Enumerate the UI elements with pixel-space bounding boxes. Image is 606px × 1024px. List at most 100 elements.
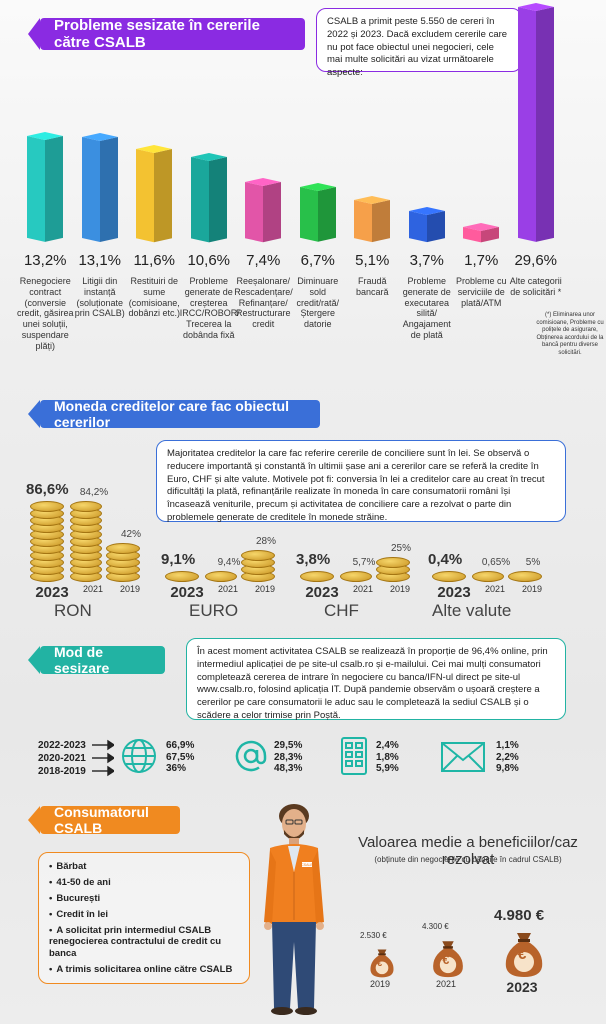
section-currency-title: Moneda creditelor care fac obiectul cere… xyxy=(54,398,289,430)
section-mode-title: Mod de sesizare xyxy=(54,644,110,676)
money-bag-icon xyxy=(505,933,543,977)
currency-year: 2021 xyxy=(82,584,104,594)
at-value: 48,3% xyxy=(274,763,303,774)
euro-symbol: € xyxy=(442,951,450,967)
bar-value-label: 5,1% xyxy=(355,252,390,269)
benefit-title: Valoarea medie a beneficiilor/caz rezolv… xyxy=(358,834,578,868)
bar xyxy=(517,3,554,242)
bar-value-label: 7,4% xyxy=(246,252,281,269)
currency-year-value: 5% xyxy=(525,557,541,568)
globe-value: 66,9% xyxy=(166,740,195,751)
benefit-year: 2023 xyxy=(506,979,538,995)
bar xyxy=(299,183,336,242)
section-mode-banner: Mod de sesizare xyxy=(28,644,165,676)
currency-year: 2023 xyxy=(305,584,339,601)
currency-year: 2023 xyxy=(437,584,471,601)
building-icon xyxy=(341,737,367,775)
section-consumer-banner: Consumatorul CSALB xyxy=(28,804,180,836)
currency-year-value: 0,65% xyxy=(481,557,511,568)
globe-value: 67,5% xyxy=(166,751,195,763)
bar-value-label: 1,7% xyxy=(464,252,499,269)
bar-value-label: 13,2% xyxy=(23,252,67,269)
arrows-icon xyxy=(92,739,114,777)
bar-value-label: 13,1% xyxy=(78,252,122,269)
bar-category-label: Probleme cu serviciile de plată/ATM xyxy=(455,276,507,308)
mode-note: În acest moment activitatea CSALB se rea… xyxy=(186,638,566,721)
bar-category-label: Renegociere contract (conversie credit, … xyxy=(16,276,74,351)
bar xyxy=(27,132,64,242)
section-consumer-title: Consumatorul CSALB xyxy=(54,804,149,836)
envelope-value: 9,8% xyxy=(496,763,519,774)
section-problems-banner: Probleme sesizate în cererile către CSAL… xyxy=(28,17,305,51)
bar xyxy=(81,132,118,242)
section-currency-banner: Moneda creditelor care fac obiectul cere… xyxy=(28,398,320,430)
envelope-value: 2,2% xyxy=(496,751,519,763)
envelope-icon xyxy=(441,742,485,772)
consumer-person-icon: CSALB xyxy=(264,804,324,1015)
problems-note: CSALB a primit peste 5.550 de cereri în … xyxy=(316,8,522,78)
bar-value-label: 11,6% xyxy=(133,252,175,269)
bar-category-label: Probleme generate de executarea silită/ … xyxy=(402,276,451,340)
bar xyxy=(354,195,391,242)
mode-year-row: 2020-2021 xyxy=(38,753,86,764)
currency-year: 2021 xyxy=(352,584,374,594)
benefit-subtitle: (obținute din negocierile cu băncile în … xyxy=(374,855,562,864)
currency-year-value: 42% xyxy=(120,529,141,540)
currency-year: 2019 xyxy=(389,584,411,594)
building-value: 2,4% xyxy=(376,740,399,751)
money-bag-icon xyxy=(370,949,394,978)
coin xyxy=(106,543,140,554)
mode-year-row: 2018-2019 xyxy=(38,766,86,777)
bar-value-label: 6,7% xyxy=(300,252,335,269)
envelope-values: 1,1% 2,2% 9,8% xyxy=(496,740,519,775)
benefit-year: 2019 xyxy=(369,979,391,989)
currency-year-value: 9,4% xyxy=(217,557,241,568)
bar-category-label: Fraudă bancară xyxy=(355,276,389,297)
currency-main-value: 9,1% xyxy=(161,551,196,568)
currency-year-value: 25% xyxy=(390,543,411,554)
currency-year-value: 84,2% xyxy=(79,487,109,498)
benefit-value: 4.980 € xyxy=(494,907,545,924)
section-problems-title: Probleme sesizate în cererile către CSAL… xyxy=(54,17,260,51)
globe-values: 66,9% 67,5% 36% xyxy=(166,740,194,775)
bar-category-label: Probleme generate de creșterea IRCC/ROBO… xyxy=(179,276,240,340)
list-item: A solicitat prin intermediul CSALB reneg… xyxy=(49,925,239,961)
building-value: 5,9% xyxy=(376,763,399,774)
coin xyxy=(241,550,275,561)
currency-main-value: 0,4% xyxy=(428,551,463,568)
list-item: Credit în lei xyxy=(49,909,239,921)
currency-year: 2021 xyxy=(217,584,239,594)
coin xyxy=(472,571,504,582)
globe-value: 36% xyxy=(166,763,187,774)
bar-category-label: Restituiri de sume (comisioane, dobânzi … xyxy=(128,276,181,319)
coin xyxy=(165,571,199,582)
currency-year: 2021 xyxy=(484,584,506,594)
bar xyxy=(245,177,282,242)
currency-year-value: 5,7% xyxy=(352,557,376,568)
list-item: A trimis solicitarea online către CSALB xyxy=(49,964,239,976)
bar-category-label: Diminuare sold credit/rată/ Ștergere dat… xyxy=(296,276,340,330)
currency-note: Majoritatea creditelor la care fac refer… xyxy=(156,440,566,523)
currency-year: 2019 xyxy=(119,584,141,594)
currency-name: EURO xyxy=(189,601,239,620)
currency-year: 2023 xyxy=(170,584,204,601)
currency-year: 2023 xyxy=(35,584,69,601)
coin xyxy=(70,501,102,512)
person-badge: CSALB xyxy=(301,863,313,867)
euro-symbol: € xyxy=(517,946,527,964)
currency-name: Alte valute xyxy=(432,601,512,620)
list-item: București xyxy=(49,893,239,905)
problems-footnote: (*) Eliminarea unor comisioane, Probleme… xyxy=(536,312,604,356)
benefit-value: 4.300 € xyxy=(422,922,449,932)
coin xyxy=(432,571,466,582)
coin xyxy=(340,571,372,582)
globe-icon xyxy=(122,739,156,773)
euro-symbol: € xyxy=(376,957,383,969)
list-item: 41-50 de ani xyxy=(49,877,239,889)
bar xyxy=(136,144,173,242)
coin xyxy=(508,571,542,582)
money-bag-icon xyxy=(433,941,463,978)
benefit-value: 2.530 € xyxy=(360,931,387,941)
at-values: 29,5% 28,3% 48,3% xyxy=(274,740,302,775)
bar-value-label: 29,6% xyxy=(514,252,558,269)
